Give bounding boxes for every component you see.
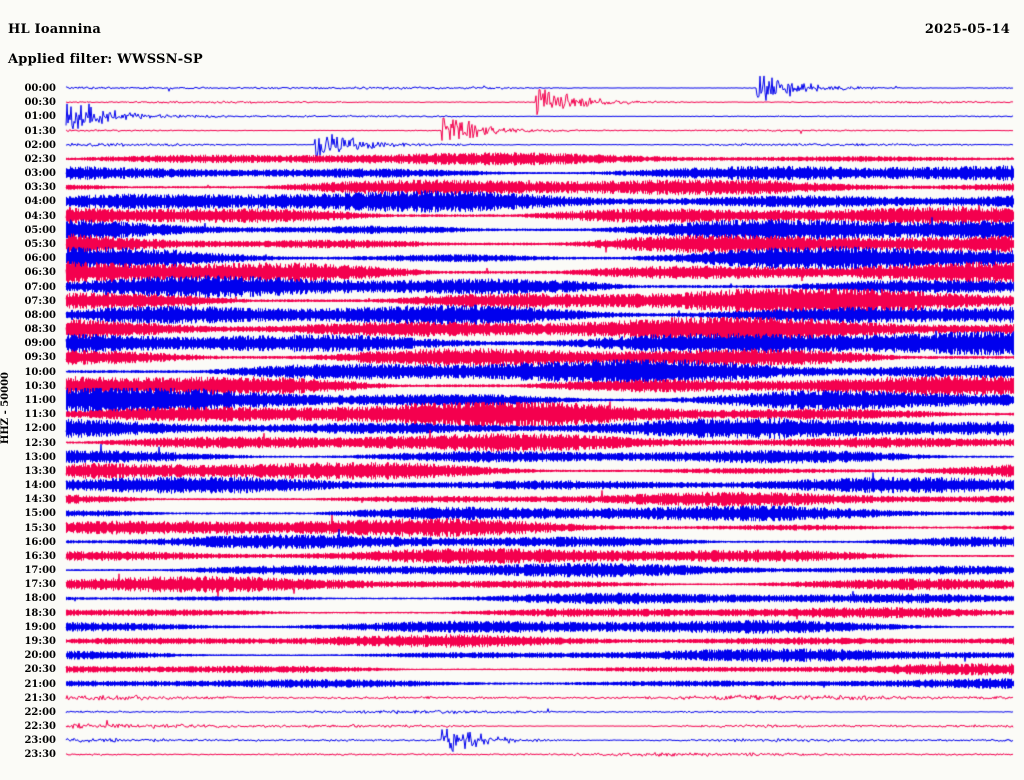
time-tick-label: 09:00 [24, 338, 56, 350]
time-tick-label: 14:30 [24, 494, 56, 506]
time-tick-label: 15:00 [24, 508, 56, 520]
time-tick-label: 02:30 [24, 153, 56, 165]
time-tick-label: 17:00 [24, 565, 56, 577]
time-tick-label: 20:30 [24, 664, 56, 676]
time-tick-label: 13:00 [24, 451, 56, 463]
time-axis: 00:00 00:30 01:00 01:30 02:00 02:30 03:00 03:30… [0, 80, 60, 780]
time-tick-label: 20:00 [24, 650, 56, 662]
time-tick-label: 17:30 [24, 579, 56, 591]
time-tick-label: 21:30 [24, 692, 56, 704]
time-tick-label: 19:30 [24, 636, 56, 648]
time-tick-label: 11:00 [24, 394, 56, 406]
time-tick-label: 22:00 [24, 706, 56, 718]
time-tick-label: 08:30 [24, 324, 56, 336]
time-tick-label: 15:30 [24, 522, 56, 534]
time-tick-label: 12:00 [24, 423, 56, 435]
time-tick-label: 04:00 [24, 196, 56, 208]
time-tick-label: 14:00 [24, 480, 56, 492]
time-tick-label: 03:30 [24, 182, 56, 194]
station-name-label: HL Ioannina [8, 22, 102, 37]
time-tick-label: 08:00 [24, 309, 56, 321]
time-tick-label: 07:00 [24, 281, 56, 293]
time-tick-label: 05:00 [24, 224, 56, 236]
time-tick-label: 01:00 [24, 111, 56, 123]
time-tick-label: 16:00 [24, 536, 56, 548]
time-tick-label: 13:30 [24, 465, 56, 477]
time-tick-label: 03:00 [24, 168, 56, 180]
time-tick-label: 10:00 [24, 366, 56, 378]
time-tick-label: 12:30 [24, 437, 56, 449]
time-tick-label: 00:00 [24, 83, 56, 94]
time-tick-label: 16:30 [24, 550, 56, 562]
time-tick-label: 02:00 [24, 139, 56, 151]
time-tick-label: 23:00 [24, 735, 56, 747]
time-tick-label: 10:30 [24, 380, 56, 392]
time-tick-label: 04:30 [24, 210, 56, 222]
applied-filter-label: Applied filter: WWSSN-SP [8, 52, 203, 67]
time-tick-label: 05:30 [24, 238, 56, 250]
time-tick-label: 23:30 [24, 749, 56, 761]
time-tick-label: 22:30 [24, 721, 56, 733]
time-tick-label: 06:00 [24, 253, 56, 265]
time-tick-label: 18:00 [24, 593, 56, 605]
time-tick-label: 07:30 [24, 295, 56, 307]
date-label: 2025-05-14 [924, 22, 1010, 37]
time-tick-label: 00:30 [24, 97, 56, 109]
time-tick-label: 11:30 [24, 409, 56, 421]
time-tick-label: 09:30 [24, 352, 56, 364]
time-tick-label: 01:30 [24, 125, 56, 137]
time-tick-label: 06:30 [24, 267, 56, 279]
time-tick-label: 18:30 [24, 607, 56, 619]
time-tick-label: 21:00 [24, 678, 56, 690]
time-tick-label: 19:00 [24, 621, 56, 633]
